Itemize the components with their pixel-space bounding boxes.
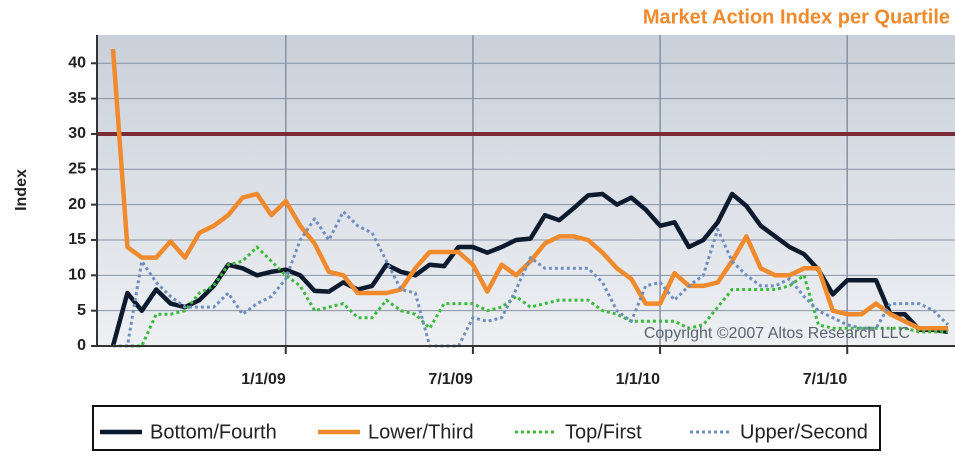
y-tick-label: 5 xyxy=(77,302,86,319)
copyright: Copyright ©2007 Altos Research LLC xyxy=(644,325,910,342)
y-tick-label: 35 xyxy=(68,90,86,107)
x-tick-label: 1/1/09 xyxy=(241,371,286,388)
plot-area xyxy=(97,35,955,346)
series-line xyxy=(110,48,948,331)
y-tick-label: 10 xyxy=(68,267,86,284)
y-tick-label: 30 xyxy=(68,125,86,142)
series-line xyxy=(110,191,949,347)
y-tick-label: 40 xyxy=(68,54,86,71)
legend-label: Lower/Third xyxy=(368,421,474,443)
grid xyxy=(97,35,955,346)
y-tick-label: 25 xyxy=(68,161,86,178)
legend xyxy=(92,405,881,451)
x-tick-label: 1/1/10 xyxy=(616,371,661,388)
legend-label: Top/First xyxy=(565,421,642,443)
x-tick-label: 7/1/10 xyxy=(803,371,848,388)
legend-label: Upper/Second xyxy=(740,421,868,443)
x-tick-label: 7/1/09 xyxy=(428,371,473,388)
y-tick-label: 20 xyxy=(68,196,86,213)
series-line xyxy=(113,210,950,348)
series-lines xyxy=(110,48,950,348)
y-tick-label: 0 xyxy=(77,337,86,354)
legend-items: Bottom/Fourth Lower/Third Top/First Upper/S… xyxy=(100,421,868,443)
chart-title: Market Action Index per Quartile xyxy=(643,6,950,28)
y-tick-label: 15 xyxy=(68,231,86,248)
legend-label: Bottom/Fourth xyxy=(150,421,277,443)
y-axis-label: Index xyxy=(13,169,30,211)
